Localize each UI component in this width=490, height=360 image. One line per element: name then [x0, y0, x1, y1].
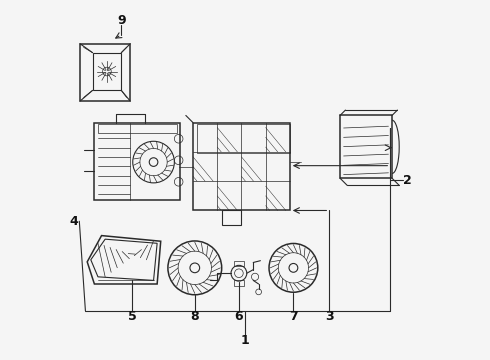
Text: 2: 2: [403, 174, 412, 186]
Bar: [234, 280, 245, 286]
Bar: [95, 123, 180, 200]
Text: 3: 3: [325, 310, 334, 324]
Text: 5: 5: [128, 310, 136, 324]
Text: 4: 4: [69, 215, 78, 228]
Bar: [193, 123, 290, 211]
Text: 6: 6: [235, 310, 243, 324]
Text: 8: 8: [191, 310, 199, 324]
Bar: [80, 44, 130, 101]
Bar: [340, 116, 392, 178]
Bar: [93, 53, 122, 90]
Text: 7: 7: [289, 310, 298, 324]
Bar: [196, 124, 290, 153]
Bar: [234, 261, 245, 266]
Bar: [98, 125, 177, 134]
Text: 9: 9: [117, 14, 125, 27]
Bar: [222, 211, 242, 225]
Text: 1: 1: [241, 334, 249, 347]
